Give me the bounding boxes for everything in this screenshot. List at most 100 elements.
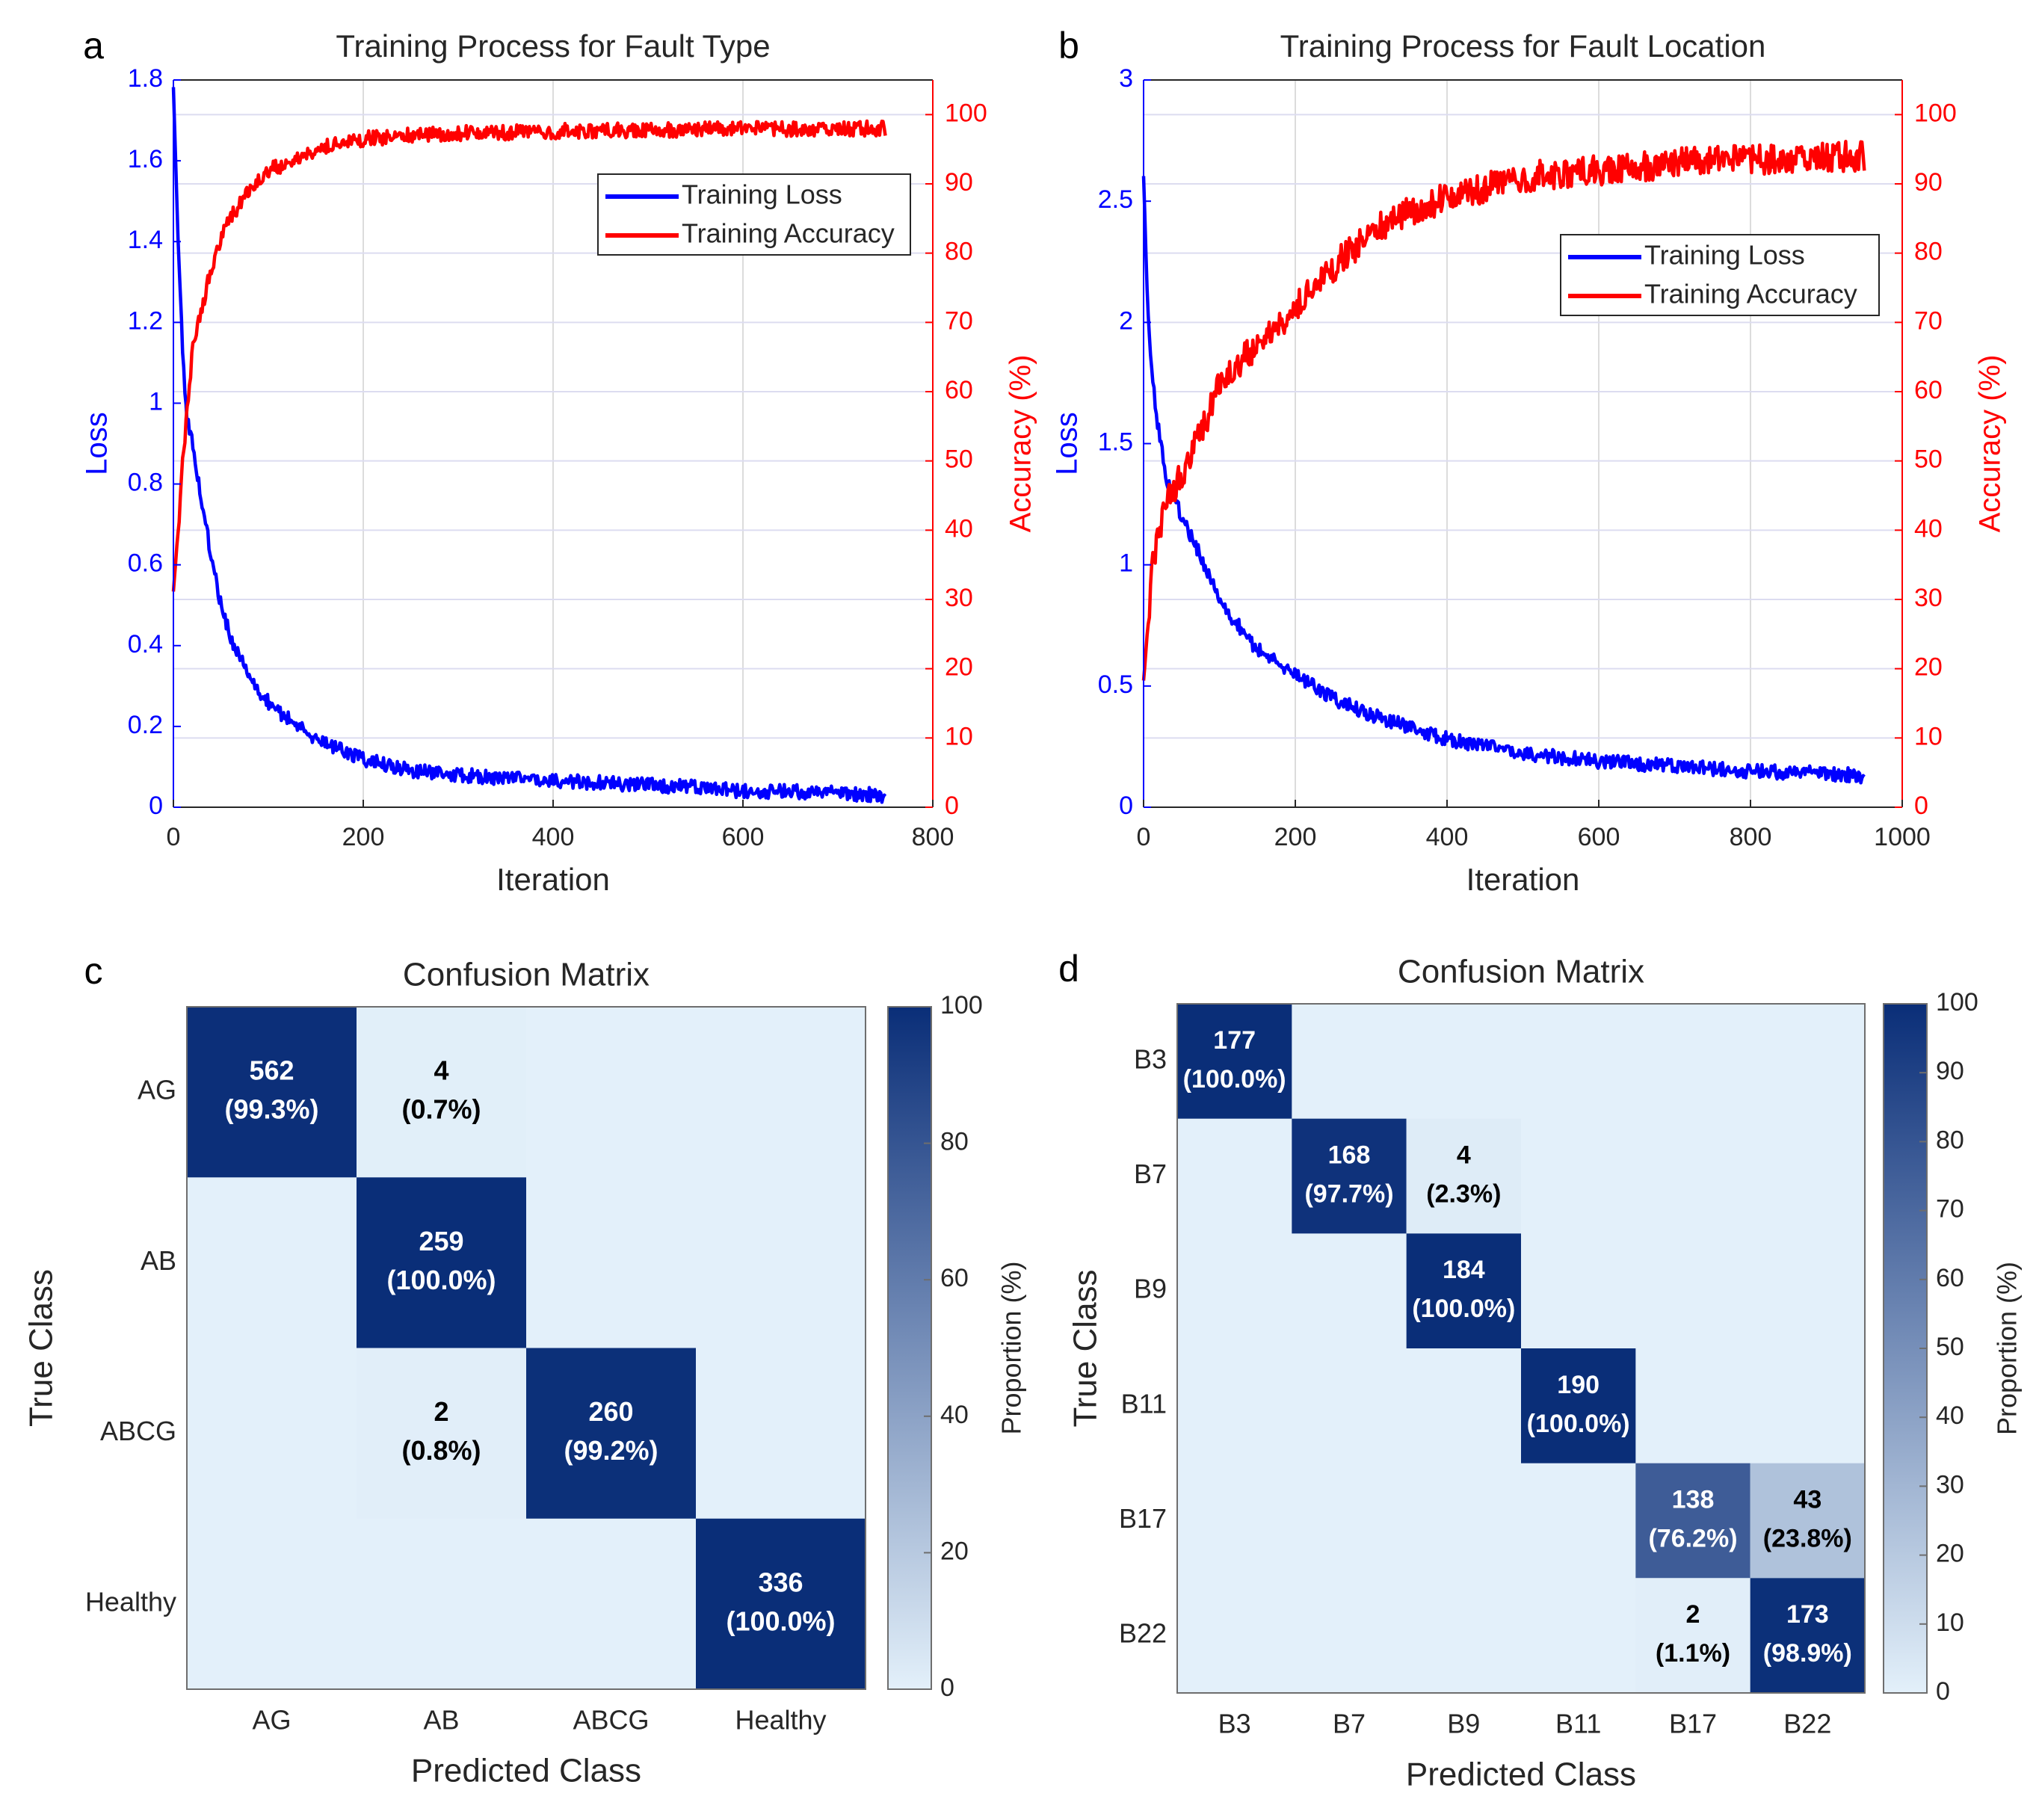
panel-d-cell-count: 177 (1213, 1026, 1256, 1055)
panel-c-matrix-cell (357, 1177, 526, 1348)
panel-c-x-tick-label: ABCG (573, 1705, 649, 1736)
panel-d-panel-label: d (1058, 948, 1079, 990)
panel-d-matrix-cell (1292, 1118, 1407, 1234)
panel-d-x-tick-label: B11 (1555, 1709, 1601, 1739)
panel-c-y-tick-label: ABCG (100, 1416, 176, 1446)
panel-a-training-fault-type: 0 200 400 600 800 0 0.2 0.4 0.6 0.8 1 1.2 1.4 1.6 1.8 0… (81, 25, 1037, 897)
panel-d-colorbar-tick-label: 30 (1936, 1470, 1964, 1499)
panel-b-right-tick-label: 10 (1914, 722, 1943, 750)
panel-d-cell-count: 4 (1457, 1141, 1471, 1169)
panel-b-plot-area (1144, 80, 1902, 807)
panel-b-left-tick-label: 2 (1119, 306, 1133, 335)
panel-a-x-tick-label: 0 (167, 823, 181, 851)
panel-d-x-tick-label: B3 (1218, 1709, 1251, 1739)
panel-d-y-tick-label: B22 (1119, 1618, 1167, 1649)
panel-d-colorbar-tick-label: 10 (1936, 1608, 1964, 1637)
panel-c-x-tick-label: Healthy (735, 1705, 826, 1736)
panel-d-cell-count: 138 (1672, 1485, 1715, 1514)
panel-a-x-tick-label: 600 (722, 823, 765, 851)
panel-b-x-tick-label: 1000 (1874, 823, 1931, 851)
panel-a-legend-entry: Training Accuracy (682, 218, 895, 249)
panel-b-x-tick-label: 400 (1426, 823, 1469, 851)
panel-d-cell-percent: (97.7%) (1304, 1179, 1393, 1208)
panel-c-colorbar-tick-label: 60 (940, 1264, 969, 1292)
panel-d-matrix-cell (1750, 1578, 1865, 1693)
panel-d-x-tick-label: B17 (1669, 1709, 1717, 1739)
panel-b-panel-label: b (1058, 25, 1079, 67)
panel-d-matrix-cell (1177, 1004, 1292, 1119)
panel-a-x-tick-label: 400 (532, 823, 575, 851)
panel-d-cell-percent: (100.0%) (1183, 1065, 1286, 1093)
panel-d-x-label: Predicted Class (1406, 1756, 1636, 1793)
panel-c-y-tick-label: AG (138, 1075, 176, 1105)
panel-b-right-tick-label: 100 (1914, 99, 1957, 127)
panel-d-cell-count: 190 (1557, 1371, 1600, 1399)
panel-d-confusion-matrix: 177 (100.0%) 168 (97.7%) 4 (2.3%) 184 (100.0%) 1… (1058, 948, 2022, 1792)
panel-d-cell-percent: (2.3%) (1426, 1179, 1501, 1208)
panel-c-colorbar-label: Proportion (%) (996, 1261, 1027, 1434)
panel-d-cell-count: 2 (1686, 1600, 1700, 1629)
panel-c-x-label: Predicted Class (411, 1753, 641, 1789)
panel-c-cell-percent: (99.3%) (224, 1094, 318, 1125)
panel-d-cell-count: 184 (1443, 1256, 1485, 1284)
panel-b-left-tick-label: 2.5 (1098, 185, 1133, 214)
panel-b-x-tick-label: 200 (1274, 823, 1317, 851)
panel-c-confusion-matrix: 562 (99.3%) 4 (0.7%) 259 (100.0%) 2 (0.8%) 260 (9… (23, 950, 1027, 1789)
panel-d-cell-percent: (1.1%) (1656, 1639, 1730, 1668)
panel-c-cell-percent: (100.0%) (726, 1605, 835, 1636)
panel-b-left-tick-label: 0 (1119, 792, 1133, 820)
panel-a-right-tick-label: 40 (945, 514, 973, 543)
panel-b-right-tick-label: 90 (1914, 168, 1943, 197)
panel-c-colorbar (887, 1006, 932, 1690)
panel-a-left-tick-label: 0.8 (128, 469, 163, 497)
panel-c-cell-count: 259 (419, 1226, 463, 1256)
panel-b-x-tick-label: 800 (1730, 823, 1772, 851)
panel-d-matrix-cell (1406, 1118, 1521, 1234)
panel-d-matrix-cell (1635, 1463, 1750, 1579)
panel-a-right-tick-label: 30 (945, 584, 973, 612)
panel-d-y-tick-label: B17 (1119, 1503, 1167, 1534)
panel-b-title: Training Process for Fault Location (1280, 28, 1766, 64)
panel-c-matrix-cell (357, 1007, 526, 1178)
panel-c-matrix-cell (696, 1518, 866, 1689)
panel-a-right-tick-label: 60 (945, 376, 973, 404)
panel-a-series-training-loss (171, 87, 887, 804)
panel-b-left-label: Loss (1051, 412, 1084, 475)
panel-a-right-tick-label: 100 (945, 99, 987, 127)
panel-b-legend-entry: Training Loss (1644, 240, 1805, 271)
panel-c-colorbar-tick-label: 20 (940, 1537, 969, 1565)
panel-a-right-tick-label: 80 (945, 238, 973, 266)
panel-a-legend-box (597, 173, 911, 256)
panel-b-training-fault-location: 0 200 400 600 800 100000.511.522.530102030405… (1051, 25, 2007, 897)
panel-d-colorbar-tick-label: 90 (1936, 1057, 1964, 1085)
panel-b-left-tick-label: 1.5 (1098, 428, 1133, 456)
panel-a-x-tick-label: 800 (912, 823, 954, 851)
panel-b-x-label: Iteration (1466, 862, 1580, 897)
panel-b-series-training-loss (1141, 176, 1866, 785)
panel-b-series-training-accuracy (1141, 140, 1866, 681)
panel-a-left-tick-label: 0 (149, 792, 163, 820)
panel-c-cell-count: 562 (249, 1055, 294, 1086)
panel-a-right-tick-label: 70 (945, 306, 973, 335)
panel-b-left-tick-label: 3 (1119, 64, 1133, 93)
panel-a-right-label: Accuracy (%) (1005, 355, 1037, 533)
panel-d-colorbar-tick-label: 20 (1936, 1540, 1964, 1568)
panel-c-colorbar-tick-label: 40 (940, 1401, 969, 1429)
panel-d-y-tick-label: B11 (1121, 1388, 1167, 1419)
panel-d-cell-percent: (100.0%) (1412, 1295, 1515, 1323)
panel-d-colorbar-tick-label: 0 (1936, 1677, 1950, 1706)
panel-a-title: Training Process for Fault Type (336, 28, 770, 64)
panel-b-left-tick-label: 1 (1119, 549, 1133, 578)
panel-c-y-label: True Class (23, 1269, 60, 1427)
panel-d-matrix-border (1176, 1003, 1866, 1694)
panel-b-right-tick-label: 30 (1914, 584, 1943, 612)
panel-b-x-tick-label: 600 (1578, 823, 1620, 851)
panel-d-x-tick-label: B7 (1333, 1709, 1366, 1739)
panel-a-left-tick-label: 1.4 (128, 226, 163, 254)
panel-d-cell-count: 43 (1793, 1485, 1821, 1514)
panel-d-x-tick-label: B9 (1447, 1709, 1480, 1739)
panel-d-matrix-cell (1750, 1463, 1865, 1579)
panel-c-cell-percent: (100.0%) (386, 1265, 496, 1295)
panel-a-left-tick-label: 0.4 (128, 630, 163, 658)
panel-d-title: Confusion Matrix (1398, 954, 1644, 990)
